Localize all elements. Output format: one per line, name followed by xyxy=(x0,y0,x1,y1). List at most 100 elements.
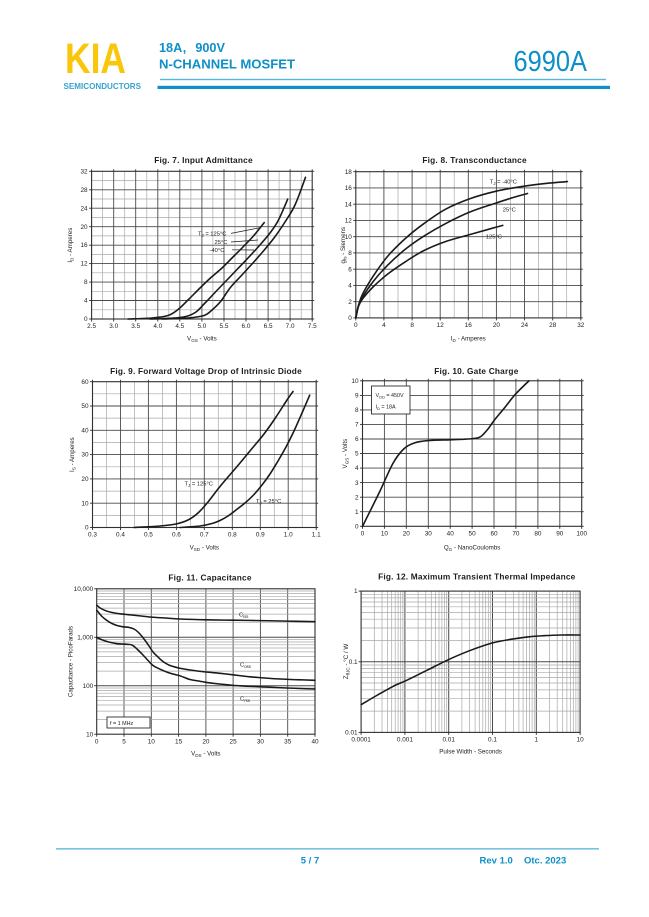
svg-text:0.1: 0.1 xyxy=(349,659,358,666)
svg-text:100: 100 xyxy=(576,531,587,538)
svg-text:12: 12 xyxy=(345,218,353,225)
svg-text:32: 32 xyxy=(577,322,585,329)
svg-text:20: 20 xyxy=(403,531,411,538)
svg-text:7: 7 xyxy=(355,422,359,429)
svg-text:8: 8 xyxy=(348,250,352,257)
svg-text:0: 0 xyxy=(355,523,359,530)
svg-text:12: 12 xyxy=(80,261,88,268)
svg-text:10: 10 xyxy=(351,378,359,385)
svg-text:QG - NanoCoulombs: QG - NanoCoulombs xyxy=(444,545,501,553)
svg-text:10: 10 xyxy=(345,234,353,241)
svg-text:Fig. 7. Input Admittance: Fig. 7. Input Admittance xyxy=(154,155,253,165)
svg-text:10: 10 xyxy=(148,738,156,745)
svg-text:1.1: 1.1 xyxy=(312,532,321,539)
svg-text:0.7: 0.7 xyxy=(200,532,209,539)
svg-text:10,000: 10,000 xyxy=(74,586,94,593)
svg-text:5.5: 5.5 xyxy=(220,323,229,330)
svg-text:25°C: 25°C xyxy=(503,208,516,214)
svg-text:TJ = 125°C: TJ = 125°C xyxy=(185,481,214,488)
svg-text:20: 20 xyxy=(202,738,210,745)
svg-text:0.3: 0.3 xyxy=(88,532,97,539)
svg-text:0.4: 0.4 xyxy=(116,532,125,539)
svg-text:10: 10 xyxy=(381,531,389,538)
svg-text:Fig. 12. Maximum Transient The: Fig. 12. Maximum Transient Thermal Imped… xyxy=(378,572,576,582)
svg-text:0.01: 0.01 xyxy=(442,737,455,744)
svg-text:0: 0 xyxy=(95,738,99,745)
svg-text:15: 15 xyxy=(175,738,183,745)
svg-text:10: 10 xyxy=(577,737,585,744)
svg-text:10: 10 xyxy=(81,500,89,507)
svg-text:Fig. 8. Transconductance: Fig. 8. Transconductance xyxy=(422,155,527,165)
svg-text:60: 60 xyxy=(81,379,89,386)
svg-text:2: 2 xyxy=(348,299,352,306)
svg-text:-40°C: -40°C xyxy=(210,248,225,254)
svg-text:6.0: 6.0 xyxy=(242,323,251,330)
svg-text:8: 8 xyxy=(355,407,359,414)
svg-text:Pulse Width - Seconds: Pulse Width - Seconds xyxy=(439,749,502,756)
svg-text:0.01: 0.01 xyxy=(345,730,358,737)
svg-text:6.5: 6.5 xyxy=(264,323,273,330)
svg-text:4: 4 xyxy=(355,465,359,472)
svg-text:2.5: 2.5 xyxy=(87,323,96,330)
svg-text:14: 14 xyxy=(345,201,353,208)
svg-text:5 / 7: 5 / 7 xyxy=(301,855,320,866)
svg-text:Otc. 2023: Otc. 2023 xyxy=(524,855,566,866)
svg-text:0.6: 0.6 xyxy=(172,532,181,539)
svg-text:ZθJC - °C / W: ZθJC - °C / W xyxy=(343,644,351,680)
svg-text:50: 50 xyxy=(81,403,89,410)
svg-text:40: 40 xyxy=(311,738,319,745)
svg-text:5: 5 xyxy=(355,451,359,458)
svg-text:VDD = 450V: VDD = 450V xyxy=(376,393,405,400)
svg-text:TJ = 125°C: TJ = 125°C xyxy=(198,232,227,239)
svg-text:28: 28 xyxy=(549,322,557,329)
svg-text:0: 0 xyxy=(85,525,89,532)
svg-text:35: 35 xyxy=(284,738,292,745)
svg-text:4: 4 xyxy=(348,283,352,290)
svg-text:16: 16 xyxy=(465,322,473,329)
svg-text:25°C: 25°C xyxy=(215,240,228,246)
svg-text:16: 16 xyxy=(80,242,88,249)
svg-text:TJ = 25°C: TJ = 25°C xyxy=(256,499,281,506)
svg-text:125°C: 125°C xyxy=(486,235,502,241)
svg-text:1.0: 1.0 xyxy=(284,532,293,539)
svg-text:20: 20 xyxy=(81,476,89,483)
svg-text:ID - Amperes: ID - Amperes xyxy=(451,336,486,344)
svg-text:3.0: 3.0 xyxy=(109,323,118,330)
svg-text:5: 5 xyxy=(122,738,126,745)
svg-text:90: 90 xyxy=(556,531,564,538)
svg-text:30: 30 xyxy=(81,452,89,459)
svg-text:Fig. 11. Capacitance: Fig. 11. Capacitance xyxy=(168,573,252,583)
svg-text:7.0: 7.0 xyxy=(286,323,295,330)
svg-text:0.001: 0.001 xyxy=(397,737,413,744)
svg-text:8: 8 xyxy=(410,322,414,329)
svg-text:0.5: 0.5 xyxy=(144,532,153,539)
svg-text:Capacitance - PicoFarads: Capacitance - PicoFarads xyxy=(68,626,75,697)
svg-text:0.8: 0.8 xyxy=(228,532,237,539)
svg-text:28: 28 xyxy=(80,187,88,194)
svg-text:4: 4 xyxy=(84,298,88,305)
svg-text:20: 20 xyxy=(493,322,501,329)
svg-text:gfs - Siemens: gfs - Siemens xyxy=(340,227,348,264)
svg-text:Rev 1.0: Rev 1.0 xyxy=(480,855,513,866)
svg-text:100: 100 xyxy=(83,683,94,690)
svg-text:1: 1 xyxy=(355,509,359,516)
svg-text:0.0001: 0.0001 xyxy=(351,737,371,744)
svg-text:24: 24 xyxy=(521,322,529,329)
svg-text:3.5: 3.5 xyxy=(131,323,140,330)
svg-text:Crss: Crss xyxy=(240,697,250,704)
svg-text:ID - Amperes: ID - Amperes xyxy=(67,228,75,263)
svg-text:Fig. 9. Forward Voltage Drop o: Fig. 9. Forward Voltage Drop of Intrinsi… xyxy=(110,366,302,376)
svg-text:4.5: 4.5 xyxy=(175,323,184,330)
svg-text:32: 32 xyxy=(80,168,88,175)
svg-text:VDS - Volts: VDS - Volts xyxy=(191,751,220,759)
svg-text:60: 60 xyxy=(490,531,498,538)
svg-text:1,000: 1,000 xyxy=(77,634,93,641)
svg-text:5.0: 5.0 xyxy=(197,323,206,330)
svg-text:10: 10 xyxy=(86,731,94,738)
svg-text:4: 4 xyxy=(382,322,386,329)
svg-text:6990A: 6990A xyxy=(514,46,588,78)
svg-text:24: 24 xyxy=(80,205,88,212)
svg-text:16: 16 xyxy=(345,185,353,192)
svg-text:1: 1 xyxy=(535,737,539,744)
svg-text:4.0: 4.0 xyxy=(153,323,162,330)
